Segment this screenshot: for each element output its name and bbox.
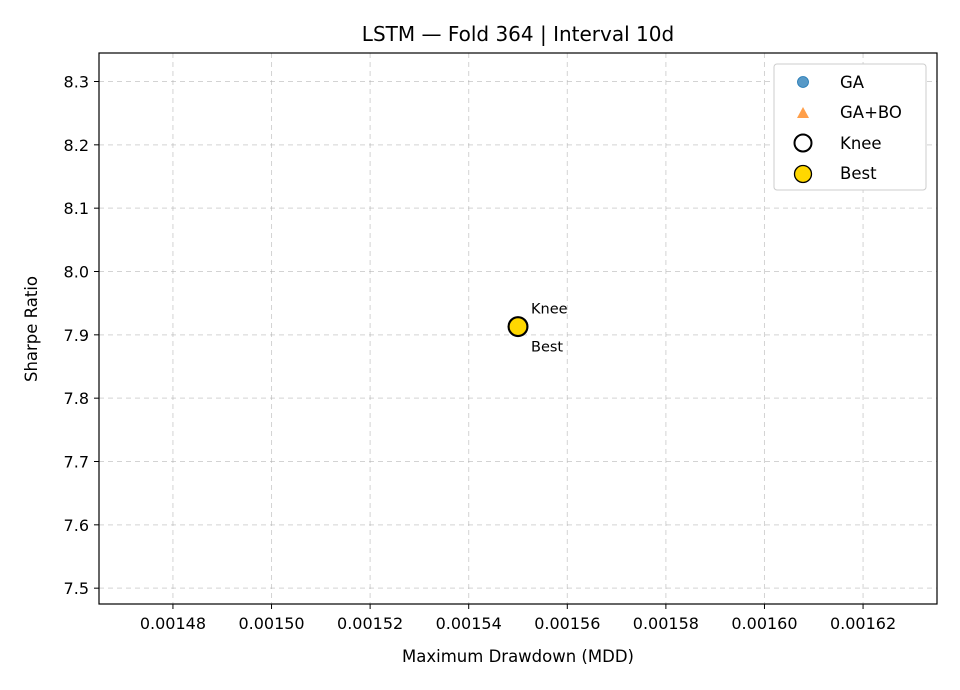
legend-entry-ga-bo: GA+BO: [797, 103, 902, 122]
grid-layer: [99, 53, 937, 604]
x-tick-label: 0.00148: [140, 614, 206, 633]
y-tick-label: 8.0: [64, 263, 89, 282]
legend: GA GA+BO Knee Best: [773, 63, 927, 191]
y-tick-label: 7.9: [64, 326, 89, 345]
knee-marker-icon: [793, 133, 813, 153]
best-point: [508, 316, 528, 337]
x-tick-label: 0.00158: [633, 614, 699, 633]
legend-entry-best: Best: [793, 164, 877, 184]
legend-label-ga: GA: [840, 73, 865, 92]
x-tick-label: 0.00156: [534, 614, 600, 633]
y-tick-label: 8.2: [64, 136, 89, 155]
legend-box: [773, 63, 927, 191]
y-tick-label: 7.5: [64, 579, 89, 598]
ticks-layer: 0.00148 0.00150 0.00152 0.00154 0.00156 0.001…: [64, 73, 897, 634]
plot-frame: [98, 52, 938, 605]
x-axis-label: Maximum Drawdown (MDD): [402, 647, 634, 666]
legend-entry-ga: GA: [797, 73, 865, 92]
annotation-knee: Knee: [531, 302, 568, 318]
y-tick-label: 8.3: [64, 73, 89, 92]
points-layer: [507, 316, 529, 338]
y-axis-label: Sharpe Ratio: [22, 276, 41, 382]
y-tick-label: 7.7: [64, 453, 89, 472]
x-tick-label: 0.00150: [238, 614, 304, 633]
chart-title: LSTM — Fold 364 | Interval 10d: [362, 22, 674, 46]
x-tick-label: 0.00152: [337, 614, 403, 633]
y-tick-label: 7.6: [64, 516, 89, 535]
y-tick-label: 8.1: [64, 199, 89, 218]
legend-label-ga-bo: GA+BO: [840, 103, 902, 122]
x-tick-label: 0.00154: [436, 614, 502, 633]
x-tick-label: 0.00160: [731, 614, 797, 633]
annotation-best: Best: [531, 340, 563, 356]
ga-bo-marker-icon: [797, 107, 809, 118]
legend-label-best: Best: [840, 164, 877, 183]
x-tick-label: 0.00162: [830, 614, 896, 633]
annotation-layer: Knee Best: [531, 302, 568, 356]
ga-marker-icon: [797, 76, 809, 88]
legend-entry-knee: Knee: [793, 133, 882, 153]
legend-label-knee: Knee: [840, 134, 882, 153]
y-tick-label: 7.8: [64, 389, 89, 408]
best-marker-icon: [793, 164, 813, 184]
